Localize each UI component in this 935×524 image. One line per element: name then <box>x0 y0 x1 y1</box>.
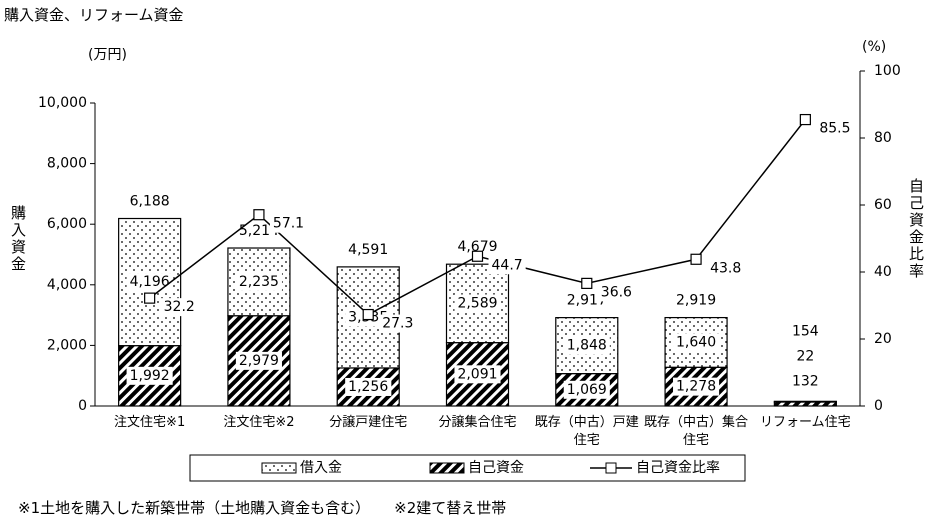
bar-segment <box>773 400 837 403</box>
x-tick-label: 既存（中古）集合住宅 <box>644 415 749 448</box>
footnote: ※2建て替え世帯 <box>394 499 507 517</box>
label-background <box>454 294 501 313</box>
x-tick-label: 分譲戸建住宅 <box>329 415 408 430</box>
total-label: 6,188 <box>130 194 170 210</box>
y-tick-label: 2,000 <box>47 337 87 353</box>
label-background <box>454 365 501 384</box>
label-background <box>345 377 392 396</box>
ratio-marker <box>362 308 374 321</box>
legend-swatch <box>429 462 465 474</box>
ratio-label: 57.1 <box>273 216 304 232</box>
label-background <box>126 273 173 292</box>
label-background <box>707 259 745 278</box>
y2-tick-label: 20 <box>874 331 892 347</box>
y2-tick-label: 100 <box>874 63 901 79</box>
ratio-label: 32.2 <box>164 299 195 315</box>
y-tick-label: 6,000 <box>47 216 87 232</box>
x-tick-label: 注文住宅※1 <box>114 415 186 430</box>
y-unit: (万円) <box>88 47 127 63</box>
y-tick-label: 0 <box>78 398 87 414</box>
total-label: 2,919 <box>676 293 716 309</box>
y2-tick-label: 60 <box>874 197 892 213</box>
value-label: 1,069 <box>567 382 607 398</box>
chart-title: 購入資金、リフォーム資金 <box>4 6 184 24</box>
value-label: 22 <box>796 348 814 364</box>
label-background <box>488 256 526 275</box>
x-tick-label: 既存（中古）戸建住宅 <box>534 415 639 448</box>
label-background <box>379 314 417 333</box>
value-label: 1,848 <box>567 338 607 354</box>
value-label: 4,196 <box>130 274 170 290</box>
total-label: 4,591 <box>348 242 388 258</box>
notes: ※1土地を購入した新築世帯（土地購入資金も含む） ※2建て替え世帯 <box>18 497 506 518</box>
legend-label: 自己資金 <box>468 460 524 476</box>
value-label: 2,589 <box>457 295 497 311</box>
label-background <box>235 351 282 370</box>
value-label: 1,278 <box>676 379 716 395</box>
x-tick-label: 注文住宅※2 <box>223 415 295 430</box>
ratio-marker <box>253 209 265 221</box>
y2-axis-label: 自己資金比率 <box>907 178 925 280</box>
value-label: 2,091 <box>457 366 497 382</box>
value-label: 2,979 <box>239 353 279 369</box>
legend-swatch <box>261 462 297 474</box>
y2-tick-label: 80 <box>874 130 892 146</box>
legend-swatch <box>605 462 617 474</box>
y-tick-label: 10,000 <box>38 95 87 111</box>
ratio-marker <box>690 253 702 265</box>
ratio-label: 27.3 <box>382 316 413 332</box>
y2-tick-label: 0 <box>874 398 883 414</box>
label-background <box>673 377 720 396</box>
total-label: 154 <box>792 323 819 339</box>
x-tick-label: リフォーム住宅 <box>760 415 851 430</box>
y-tick-label: 4,000 <box>47 277 87 293</box>
label-background <box>816 119 854 138</box>
ratio-marker <box>144 292 156 304</box>
ratio-marker <box>471 250 484 262</box>
label-background <box>563 380 610 399</box>
label-background <box>269 214 308 233</box>
label-background <box>597 283 636 302</box>
ratio-marker <box>581 277 593 289</box>
total-label: 2,917 <box>567 293 607 309</box>
ratio-label: 43.8 <box>710 260 741 276</box>
legend-label: 借入金 <box>300 460 342 476</box>
y2-unit: (%) <box>862 39 887 55</box>
y2-tick-label: 40 <box>874 264 892 280</box>
value-label: 1,992 <box>130 368 170 384</box>
value-label: 132 <box>792 373 819 389</box>
label-background <box>563 336 610 355</box>
value-label: 1,256 <box>348 379 388 395</box>
value-label: 2,235 <box>239 274 279 290</box>
label-background <box>673 333 720 352</box>
ratio-marker <box>799 113 811 126</box>
y-tick-label: 8,000 <box>47 156 87 172</box>
label-background <box>126 366 173 385</box>
footnote: ※1土地を購入した新築世帯（土地購入資金も含む） <box>18 499 371 517</box>
total-label: 5,214 <box>239 223 279 239</box>
x-tick-label: 分譲集合住宅 <box>438 415 517 430</box>
label-background <box>160 298 198 317</box>
legend-label: 自己資金比率 <box>636 460 720 476</box>
ratio-label: 36.6 <box>601 284 632 300</box>
ratio-label: 44.7 <box>492 257 523 273</box>
legend-box <box>189 454 746 482</box>
ratio-label: 85.5 <box>819 121 850 137</box>
y-axis-label: 購入資金 <box>9 205 27 273</box>
value-label: 1,640 <box>676 334 716 350</box>
total-label: 4,679 <box>457 239 497 255</box>
label-background <box>235 272 282 291</box>
